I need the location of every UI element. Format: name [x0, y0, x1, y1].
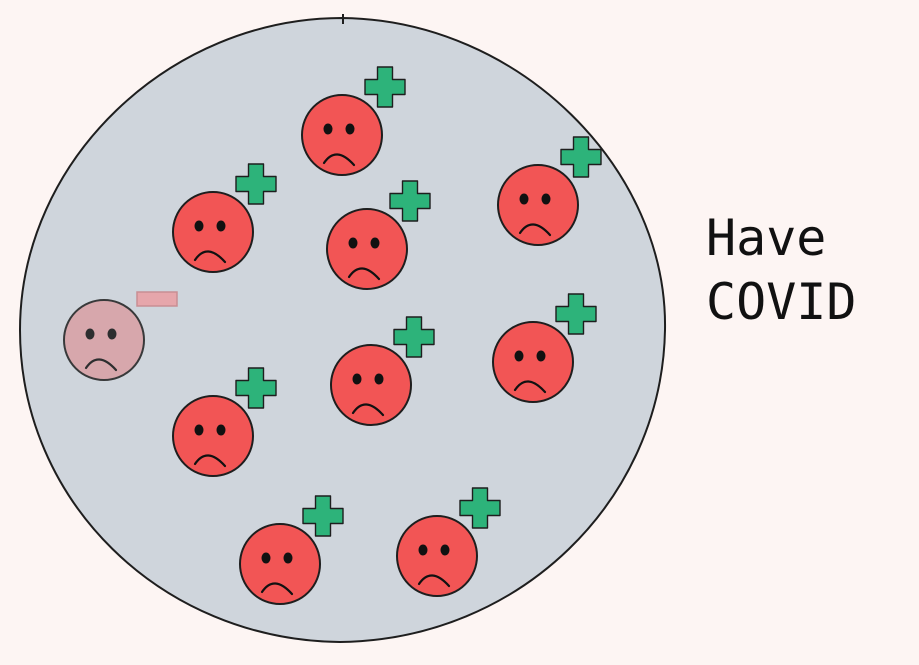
right-eye [345, 123, 355, 135]
right-eye [440, 544, 450, 556]
left-eye [323, 123, 333, 135]
frown [351, 403, 385, 417]
sad-face-icon [172, 191, 254, 273]
sad-face-icon [301, 94, 383, 176]
frown [84, 358, 118, 372]
right-eye [107, 328, 117, 340]
left-eye [418, 544, 428, 556]
plus-icon [393, 316, 435, 358]
sad-face-icon [497, 164, 579, 246]
faces-group [63, 66, 602, 605]
sad-face-icon [326, 208, 408, 290]
frown [347, 267, 381, 281]
positive-person-6 [330, 344, 412, 426]
positive-person-3 [326, 208, 408, 290]
frown [193, 250, 227, 264]
minus-icon [136, 291, 178, 307]
plus-icon [364, 66, 406, 108]
positive-person-9 [396, 515, 478, 597]
plus-icon [235, 367, 277, 409]
sad-face-icon [239, 523, 321, 605]
label-line-have: Have [706, 209, 827, 267]
sad-face-icon [63, 299, 145, 381]
left-eye [194, 220, 204, 232]
right-eye [216, 424, 226, 436]
plus-icon [302, 495, 344, 537]
group-label: Have COVID [706, 206, 857, 334]
frown [193, 454, 227, 468]
sad-face-icon [172, 395, 254, 477]
sad-face-icon [396, 515, 478, 597]
sad-face-icon [492, 321, 574, 403]
left-eye [348, 237, 358, 249]
negative-person-1 [63, 299, 145, 381]
right-eye [370, 237, 380, 249]
right-eye [541, 193, 551, 205]
frown [513, 380, 547, 394]
plus-icon [560, 136, 602, 178]
positive-person-1 [301, 94, 383, 176]
left-eye [85, 328, 95, 340]
left-eye [194, 424, 204, 436]
plus-icon [459, 487, 501, 529]
left-eye [514, 350, 524, 362]
positive-person-2 [172, 191, 254, 273]
frown [518, 223, 552, 237]
right-eye [374, 373, 384, 385]
right-eye [536, 350, 546, 362]
positive-person-5 [492, 321, 574, 403]
left-eye [352, 373, 362, 385]
frown [322, 153, 356, 167]
positive-person-7 [172, 395, 254, 477]
plus-icon [235, 163, 277, 205]
positive-person-4 [497, 164, 579, 246]
frown [260, 582, 294, 596]
frown [417, 574, 451, 588]
label-line-covid: COVID [706, 273, 857, 331]
left-eye [261, 552, 271, 564]
sad-face-icon [330, 344, 412, 426]
positive-person-8 [239, 523, 321, 605]
population-circle [18, 16, 667, 644]
left-eye [519, 193, 529, 205]
right-eye [216, 220, 226, 232]
plus-icon [389, 180, 431, 222]
right-eye [283, 552, 293, 564]
plus-icon [555, 293, 597, 335]
